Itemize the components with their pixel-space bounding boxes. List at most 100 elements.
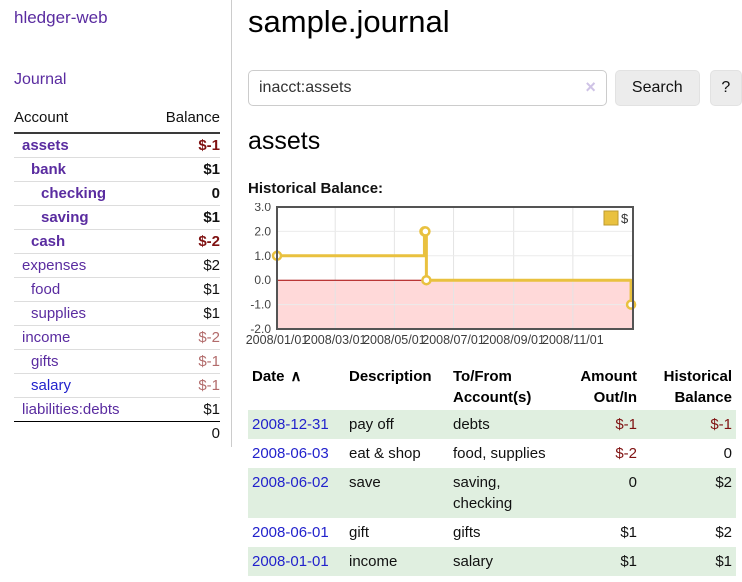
- accounts-header-account: Account: [14, 105, 151, 134]
- account-link[interactable]: cash: [31, 233, 66, 250]
- accounts-total-row: 0: [14, 421, 220, 445]
- svg-text:2008/11/01: 2008/11/01: [542, 333, 604, 347]
- account-link[interactable]: saving: [41, 209, 89, 226]
- balance-chart: 2008/01/012008/03/012008/05/012008/07/01…: [246, 203, 637, 347]
- account-row-saving: saving $1: [14, 205, 220, 230]
- account-row-assets: assets $-1: [14, 132, 220, 158]
- account-balance: $1: [150, 397, 220, 422]
- transaction-date-link[interactable]: 2008-06-02: [252, 474, 329, 491]
- accounts-header-balance: Balance: [150, 105, 220, 134]
- transaction-amount: 0: [628, 474, 637, 491]
- account-balance: $-2: [150, 229, 220, 254]
- register-row: 2008-06-02 save saving, checking 0 $2: [248, 468, 736, 518]
- transaction-balance: $-1: [710, 416, 732, 433]
- account-link[interactable]: food: [31, 281, 61, 298]
- account-balance: $1: [150, 277, 220, 302]
- account-balance: $-1: [150, 373, 220, 398]
- svg-text:3.0: 3.0: [254, 203, 271, 214]
- account-link[interactable]: expenses: [22, 257, 87, 274]
- accounts-table: Account Balance assets $-1 bank $1 checkin…: [14, 105, 220, 445]
- account-balance: $-1: [150, 132, 220, 158]
- transaction-description: income: [349, 553, 398, 570]
- svg-text:2008/01/01: 2008/01/01: [246, 333, 309, 347]
- col-balance: Historical Balance: [663, 368, 732, 406]
- account-row-checking: checking 0: [14, 181, 220, 206]
- transaction-amount: $1: [620, 553, 637, 570]
- transaction-amount: $-1: [615, 416, 637, 433]
- register-row: 2008-06-01 gift gifts $1 $2: [248, 518, 736, 547]
- account-link[interactable]: bank: [31, 161, 67, 178]
- svg-text:2008/05/01: 2008/05/01: [363, 333, 426, 347]
- svg-text:2008/03/01: 2008/03/01: [304, 333, 367, 347]
- account-row-cash: cash $-2: [14, 229, 220, 254]
- chart-title: Historical Balance:: [248, 180, 384, 197]
- account-row-salary: salary $-1: [14, 373, 220, 398]
- account-row-liabilities-debts: liabilities:debts $1: [14, 397, 220, 422]
- transaction-amount: $1: [620, 524, 637, 541]
- account-balance: $1: [150, 301, 220, 326]
- page-title: sample.journal: [248, 4, 450, 39]
- transaction-date-link[interactable]: 2008-12-31: [252, 416, 329, 433]
- account-row-food: food $1: [14, 277, 220, 302]
- nav-journal-link[interactable]: Journal: [14, 71, 67, 88]
- account-heading: assets: [248, 127, 321, 155]
- transaction-accounts: debts: [453, 416, 490, 433]
- transaction-accounts: gifts: [453, 524, 481, 541]
- account-row-gifts: gifts $-1: [14, 349, 220, 374]
- transaction-description: save: [349, 474, 381, 491]
- account-link[interactable]: liabilities:debts: [22, 401, 120, 418]
- svg-text:2008/07/01: 2008/07/01: [422, 333, 485, 347]
- account-row-supplies: supplies $1: [14, 301, 220, 326]
- transaction-balance: $1: [715, 553, 732, 570]
- svg-text:$: $: [621, 211, 629, 226]
- svg-text:0.0: 0.0: [254, 273, 271, 287]
- account-balance: $2: [150, 253, 220, 278]
- account-link[interactable]: gifts: [31, 353, 59, 370]
- transaction-balance: $2: [715, 474, 732, 491]
- svg-text:2008/09/01: 2008/09/01: [482, 333, 545, 347]
- account-link[interactable]: assets: [22, 137, 69, 154]
- transaction-description: gift: [349, 524, 370, 541]
- transaction-date-link[interactable]: 2008-01-01: [252, 553, 329, 570]
- help-button[interactable]: ?: [709, 70, 742, 106]
- register-table: Date ∧ Description To/From Account(s) Amo…: [248, 364, 736, 576]
- transaction-accounts: saving, checking: [453, 474, 513, 512]
- account-balance: $-1: [150, 349, 220, 374]
- transaction-date-link[interactable]: 2008-06-01: [252, 524, 329, 541]
- account-link[interactable]: supplies: [31, 305, 87, 322]
- sort-asc-icon: ∧: [290, 368, 302, 385]
- account-link[interactable]: checking: [41, 185, 107, 202]
- search-button[interactable]: Search: [614, 70, 700, 106]
- register-row: 2008-12-31 pay off debts $-1 $-1: [248, 410, 736, 439]
- transaction-balance: 0: [723, 445, 732, 462]
- svg-text:2.0: 2.0: [254, 224, 271, 238]
- register-header-row: Date ∧ Description To/From Account(s) Amo…: [248, 364, 736, 410]
- account-row-bank: bank $1: [14, 157, 220, 182]
- app-brand-link[interactable]: hledger-web: [14, 8, 108, 27]
- account-link[interactable]: income: [22, 329, 71, 346]
- col-description: Description: [349, 368, 432, 385]
- transaction-description: pay off: [349, 416, 394, 433]
- transaction-description: eat & shop: [349, 445, 421, 462]
- col-accounts: To/From Account(s): [453, 368, 532, 406]
- search-input[interactable]: [248, 70, 607, 106]
- sidebar: hledger-web Journal Account Balance asse…: [0, 0, 232, 447]
- col-amount: Amount Out/In: [580, 368, 637, 406]
- transaction-accounts: food, supplies: [453, 445, 546, 462]
- account-link[interactable]: salary: [31, 377, 72, 394]
- transaction-amount: $-2: [615, 445, 637, 462]
- svg-text:1.0: 1.0: [254, 249, 271, 263]
- register-row: 2008-01-01 income salary $1 $1: [248, 547, 736, 576]
- clear-search-icon[interactable]: ×: [585, 77, 596, 97]
- col-date[interactable]: Date ∧: [252, 368, 302, 385]
- transaction-accounts: salary: [453, 553, 494, 570]
- account-balance: $1: [150, 205, 220, 230]
- transaction-date-link[interactable]: 2008-06-03: [252, 445, 329, 462]
- transaction-balance: $2: [715, 524, 732, 541]
- account-balance: $-2: [150, 325, 220, 350]
- account-row-income: income $-2: [14, 325, 220, 350]
- accounts-total-value: 0: [150, 421, 220, 445]
- svg-text:-1.0: -1.0: [250, 298, 271, 312]
- svg-text:-2.0: -2.0: [250, 322, 271, 336]
